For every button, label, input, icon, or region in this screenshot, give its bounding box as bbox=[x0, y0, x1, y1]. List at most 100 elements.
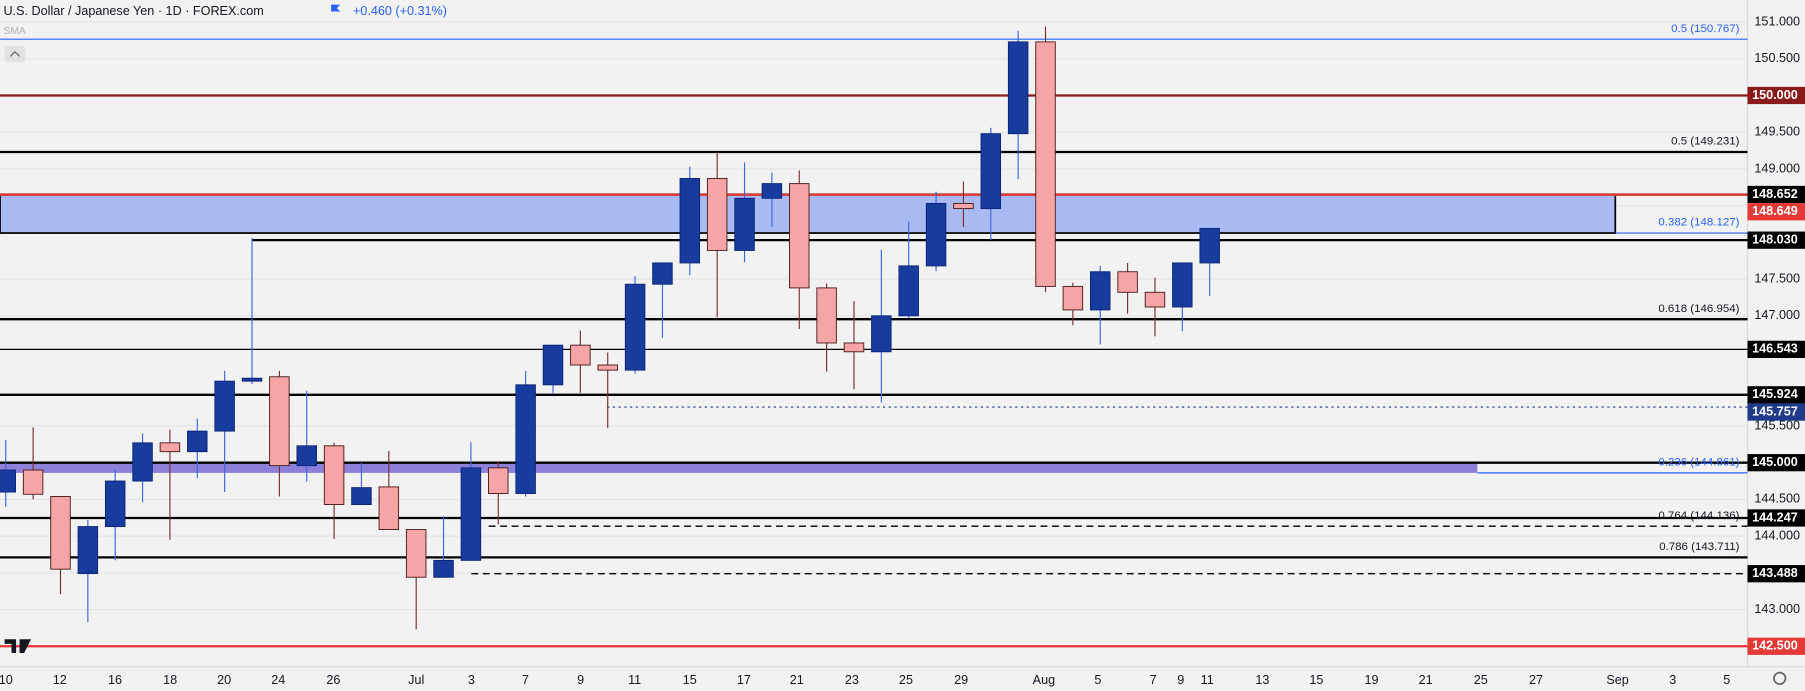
candle-body bbox=[460, 467, 482, 561]
fib-label: 0.786 (143.711) bbox=[1659, 541, 1739, 553]
price-label: 142.500 bbox=[1752, 639, 1798, 653]
candle-body bbox=[789, 183, 810, 289]
x-tick-label: 3 bbox=[1669, 673, 1676, 687]
price-label-box bbox=[1747, 565, 1805, 583]
candle-body bbox=[871, 315, 892, 353]
candle-body bbox=[104, 480, 126, 528]
chevron-icon bbox=[9, 50, 20, 57]
x-tick-label: 16 bbox=[108, 673, 122, 687]
candle-body bbox=[1090, 271, 1111, 311]
price-label-box bbox=[1747, 403, 1805, 421]
fib-label: 0.618 (146.954) bbox=[1658, 303, 1739, 315]
x-tick-label: 11 bbox=[628, 673, 641, 687]
price-label: 145.757 bbox=[1752, 404, 1798, 418]
x-tick-label: 19 bbox=[1365, 673, 1379, 687]
x-tick-label: 5 bbox=[1723, 673, 1730, 687]
x-tick-label: 17 bbox=[737, 673, 751, 687]
y-tick-label: 143.000 bbox=[1754, 602, 1800, 616]
candle-body bbox=[132, 442, 153, 482]
y-tick-label: 144.500 bbox=[1754, 492, 1800, 506]
candle-body bbox=[296, 445, 317, 467]
x-tick-label: 21 bbox=[790, 673, 804, 687]
candle-body bbox=[925, 202, 947, 267]
x-tick-label: 20 bbox=[217, 673, 231, 687]
candle-body bbox=[187, 430, 208, 453]
flag-icon bbox=[331, 4, 341, 12]
x-tick-label: 3 bbox=[468, 673, 475, 687]
x-tick-label: 15 bbox=[1309, 673, 1323, 687]
price-label: 145.000 bbox=[1752, 455, 1798, 469]
price-label: 150.000 bbox=[1752, 88, 1798, 102]
candle-body bbox=[515, 384, 536, 494]
y-tick-label: 144.000 bbox=[1754, 528, 1800, 542]
x-tick-label: 25 bbox=[899, 673, 913, 687]
candle-body bbox=[816, 287, 837, 344]
x-tick-label: Jul bbox=[408, 673, 424, 687]
candle-body bbox=[1172, 262, 1193, 308]
price-label-box bbox=[1747, 509, 1805, 527]
x-tick-label: 21 bbox=[1419, 673, 1433, 687]
x-tick-label: 7 bbox=[1150, 673, 1157, 687]
candle-body bbox=[843, 342, 865, 353]
x-tick-label: 10 bbox=[0, 673, 13, 687]
candle-body bbox=[1062, 285, 1084, 311]
x-tick-label: 9 bbox=[1177, 673, 1184, 687]
candle-body bbox=[597, 364, 618, 371]
x-tick-label: 5 bbox=[1094, 673, 1101, 687]
logo bbox=[4, 639, 32, 654]
settings-icon[interactable] bbox=[1773, 671, 1787, 685]
price-label: 148.649 bbox=[1752, 204, 1798, 218]
candle-body bbox=[1035, 41, 1056, 287]
candle-body bbox=[706, 178, 728, 251]
candle-body bbox=[159, 442, 181, 453]
candle-body bbox=[980, 133, 1002, 210]
candle-body bbox=[761, 183, 783, 199]
price-label-box bbox=[1747, 454, 1805, 472]
candle-body bbox=[433, 559, 454, 578]
price-label-box bbox=[1747, 185, 1805, 204]
price-label: 148.030 bbox=[1752, 233, 1798, 247]
candle-body bbox=[214, 380, 235, 432]
candle-body bbox=[241, 377, 263, 382]
collapse-button[interactable] bbox=[4, 46, 26, 63]
x-tick-label: 9 bbox=[577, 673, 584, 687]
price-label: 148.652 bbox=[1752, 187, 1798, 201]
price-label-box bbox=[1747, 86, 1805, 105]
y-tick-label: 149.500 bbox=[1754, 125, 1800, 139]
price-label-box bbox=[1747, 203, 1805, 221]
candle-body bbox=[1199, 227, 1220, 264]
x-tick-label: 11 bbox=[1201, 673, 1214, 687]
candle-body bbox=[734, 197, 755, 251]
candle-body bbox=[1144, 291, 1166, 308]
x-tick-label: 7 bbox=[522, 673, 529, 687]
candle-body bbox=[488, 467, 509, 494]
price-label: 146.543 bbox=[1752, 342, 1798, 356]
fib-label: 0.236 (144.861) bbox=[1658, 457, 1739, 469]
fib-label: 0.382 (148.127) bbox=[1658, 217, 1739, 229]
candle-body bbox=[22, 469, 44, 495]
candle-body bbox=[953, 202, 974, 210]
price-label: 144.247 bbox=[1752, 510, 1798, 524]
candle-body bbox=[0, 469, 16, 493]
indicator-label: SMA bbox=[3, 26, 25, 37]
x-tick-label: 18 bbox=[163, 673, 177, 687]
x-tick-label: 15 bbox=[683, 673, 697, 687]
y-tick-label: 150.500 bbox=[1754, 51, 1800, 65]
candle-body bbox=[570, 344, 591, 366]
price-label-box bbox=[1747, 637, 1805, 655]
x-tick-label: 23 bbox=[845, 673, 859, 687]
x-tick-label: 27 bbox=[1529, 673, 1543, 687]
x-tick-label: 25 bbox=[1474, 673, 1488, 687]
price-label-box bbox=[1747, 231, 1805, 249]
candle-body bbox=[323, 445, 345, 505]
price-label: 145.924 bbox=[1752, 387, 1798, 401]
x-tick-label: Aug bbox=[1033, 673, 1055, 687]
candle-body bbox=[542, 344, 564, 386]
x-tick-label: 13 bbox=[1255, 673, 1269, 687]
x-tick-label: 29 bbox=[954, 673, 968, 687]
price-change: +0.460 (+0.31%) bbox=[353, 4, 447, 18]
candle-body bbox=[1117, 271, 1138, 293]
